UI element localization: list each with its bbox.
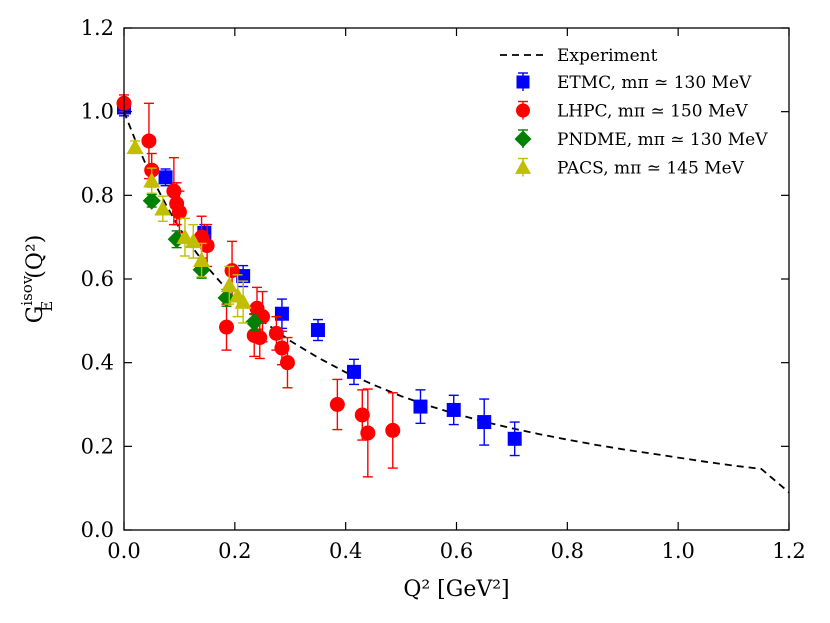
y-tick-label: 0.2 xyxy=(81,434,114,458)
data-point-square xyxy=(310,323,325,338)
x-tick-label: 0.2 xyxy=(218,539,251,563)
data-point-circle xyxy=(252,330,268,346)
data-point-square xyxy=(413,399,428,414)
data-point-square xyxy=(477,415,492,430)
data-point-circle xyxy=(279,355,295,371)
axis-ticks-layer: 0.0 0.2 0.4 0.6 0.8 1.0 1.2 0.0 0.2 0.4 0.6 0.8 1.0 1… xyxy=(81,16,806,563)
legend-label-etmc: ETMC, mπ ≃ 130 MeV xyxy=(557,73,752,93)
y-tick-label: 0.8 xyxy=(81,183,114,207)
legend-swatch-lhpc xyxy=(516,103,530,118)
legend-label-pacs: PACS, mπ ≃ 145 MeV xyxy=(557,159,745,179)
data-point-triangle xyxy=(154,200,172,216)
series-lhpc xyxy=(116,94,401,478)
series-pacs xyxy=(126,138,252,324)
data-point-circle xyxy=(385,422,401,438)
legend: Experiment ETMC, mπ ≃ 130 MeV LHPC, mπ ≃ 1… xyxy=(500,46,768,179)
y-axis-label-subscript: E xyxy=(38,301,56,312)
data-point-circle xyxy=(268,325,284,341)
data-point-circle xyxy=(199,238,215,254)
y-tick-label: 0.4 xyxy=(81,351,114,375)
y-tick-label: 1.0 xyxy=(81,100,114,124)
legend-label-experiment: Experiment xyxy=(557,46,658,66)
x-tick-label: 0.4 xyxy=(329,539,362,563)
x-axis-label: Q² [GeV²] xyxy=(403,577,509,602)
data-point-diamond xyxy=(245,313,264,332)
legend-swatch-pndme xyxy=(514,130,532,148)
data-point-circle xyxy=(354,407,370,423)
data-point-circle xyxy=(166,183,182,199)
legend-label-lhpc: LHPC, mπ ≃ 150 MeV xyxy=(557,102,748,122)
legend-label-pndme: PNDME, mπ ≃ 130 MeV xyxy=(557,130,768,150)
y-axis-label-superscript: isov xyxy=(18,275,36,306)
y-axis-label: GisovE (Q²) xyxy=(18,235,56,324)
y-tick-label: 1.2 xyxy=(81,16,114,40)
data-point-square xyxy=(507,431,522,446)
data-point-square xyxy=(346,364,361,379)
data-point-circle xyxy=(171,204,187,220)
data-point-triangle xyxy=(220,276,238,293)
x-tick-label: 0.8 xyxy=(551,539,584,563)
y-tick-label: 0.6 xyxy=(81,267,114,291)
data-point-circle xyxy=(219,319,235,335)
data-point-circle xyxy=(360,425,376,441)
data-point-triangle xyxy=(143,172,161,188)
data-point-diamond xyxy=(142,191,161,210)
data-point-triangle xyxy=(126,138,144,155)
y-axis-label-main: G xyxy=(23,306,48,324)
y-axis-label-tail: (Q²) xyxy=(23,235,48,279)
x-tick-label: 0.0 xyxy=(107,539,140,563)
data-point-square xyxy=(236,269,251,284)
data-point-triangle xyxy=(184,232,202,249)
data-point-circle xyxy=(141,133,157,149)
data-point-triangle xyxy=(193,251,211,267)
data-point-square xyxy=(446,402,461,417)
x-tick-label: 1.0 xyxy=(661,539,694,563)
data-point-circle xyxy=(274,340,290,356)
y-tick-label: 0.0 xyxy=(81,518,114,542)
data-point-triangle xyxy=(234,293,252,309)
data-series-layer xyxy=(116,94,522,478)
data-point-circle xyxy=(329,397,345,412)
legend-swatch-pacs xyxy=(515,159,531,174)
series-etmc xyxy=(117,98,522,457)
x-tick-label: 1.2 xyxy=(772,539,805,563)
legend-swatch-etmc xyxy=(516,75,530,89)
x-tick-label: 0.6 xyxy=(440,539,473,563)
data-point-triangle xyxy=(176,228,194,244)
data-point-square xyxy=(158,170,173,185)
